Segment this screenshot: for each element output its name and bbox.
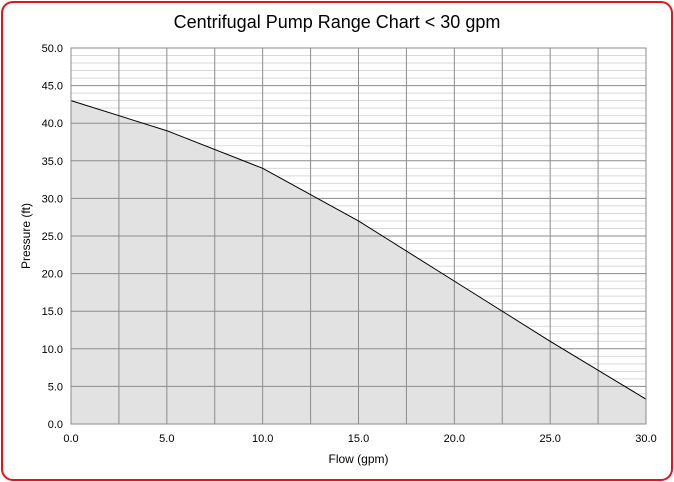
x-tick-label: 30.0 <box>635 433 656 445</box>
y-tick-label: 25.0 <box>42 231 63 243</box>
x-tick-label: 5.0 <box>159 433 174 445</box>
y-tick-label: 5.0 <box>48 381 63 393</box>
y-tick-label: 20.0 <box>42 269 63 281</box>
x-tick-label: 20.0 <box>444 433 465 445</box>
y-tick-label: 35.0 <box>42 156 63 168</box>
y-tick-label: 30.0 <box>42 193 63 205</box>
y-tick-label: 0.0 <box>48 419 63 431</box>
y-tick-label: 45.0 <box>42 81 63 93</box>
y-axis-label: Pressure (ft) <box>19 203 33 269</box>
plot-border <box>70 47 647 425</box>
x-tick-label: 25.0 <box>539 433 560 445</box>
series-line <box>70 100 647 400</box>
y-tick-labels: 0.0 5.0 10.0 15.0 20.0 25.0 30.0 35.0 40.0 45.0 50… <box>42 43 63 431</box>
y-tick-label: 15.0 <box>42 306 63 318</box>
x-tick-label: 0.0 <box>63 433 78 445</box>
y-tick-label: 50.0 <box>42 43 63 55</box>
x-tick-label: 15.0 <box>348 433 369 445</box>
y-tick-label: 40.0 <box>42 118 63 130</box>
x-tick-labels: 0.0 5.0 10.0 15.0 20.0 25.0 30.0 <box>63 433 656 445</box>
x-tick-label: 10.0 <box>252 433 273 445</box>
y-tick-label: 10.0 <box>42 344 63 356</box>
chart-title: Centrifugal Pump Range Chart < 30 gpm <box>173 12 501 32</box>
x-axis-label: Flow (gpm) <box>328 452 388 466</box>
